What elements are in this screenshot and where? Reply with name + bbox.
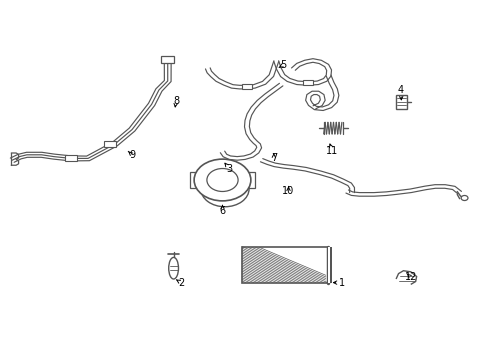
Circle shape [194, 159, 250, 201]
Bar [303, 80, 312, 85]
Bar [395, 95, 406, 109]
Bar [65, 155, 77, 161]
Text: 4: 4 [397, 85, 403, 95]
Text: 5: 5 [280, 60, 286, 70]
Text: 10: 10 [282, 186, 294, 196]
Bar [242, 247, 327, 283]
Text: 9: 9 [129, 150, 135, 160]
Circle shape [206, 168, 238, 192]
Text: 7: 7 [270, 153, 276, 163]
Polygon shape [161, 56, 173, 63]
Bar [103, 141, 116, 147]
Text: 3: 3 [226, 164, 232, 174]
Text: 12: 12 [404, 272, 416, 282]
Bar [327, 247, 329, 283]
Ellipse shape [168, 257, 178, 279]
Circle shape [201, 171, 248, 207]
Text: 2: 2 [178, 278, 183, 288]
Text: 11: 11 [325, 146, 338, 156]
Text: 8: 8 [173, 96, 179, 106]
Bar [242, 247, 327, 283]
Text: 1: 1 [339, 278, 345, 288]
Circle shape [460, 195, 467, 201]
Bar [327, 247, 331, 283]
Bar [189, 172, 255, 188]
Text: 6: 6 [219, 206, 225, 216]
Bar [242, 84, 251, 89]
